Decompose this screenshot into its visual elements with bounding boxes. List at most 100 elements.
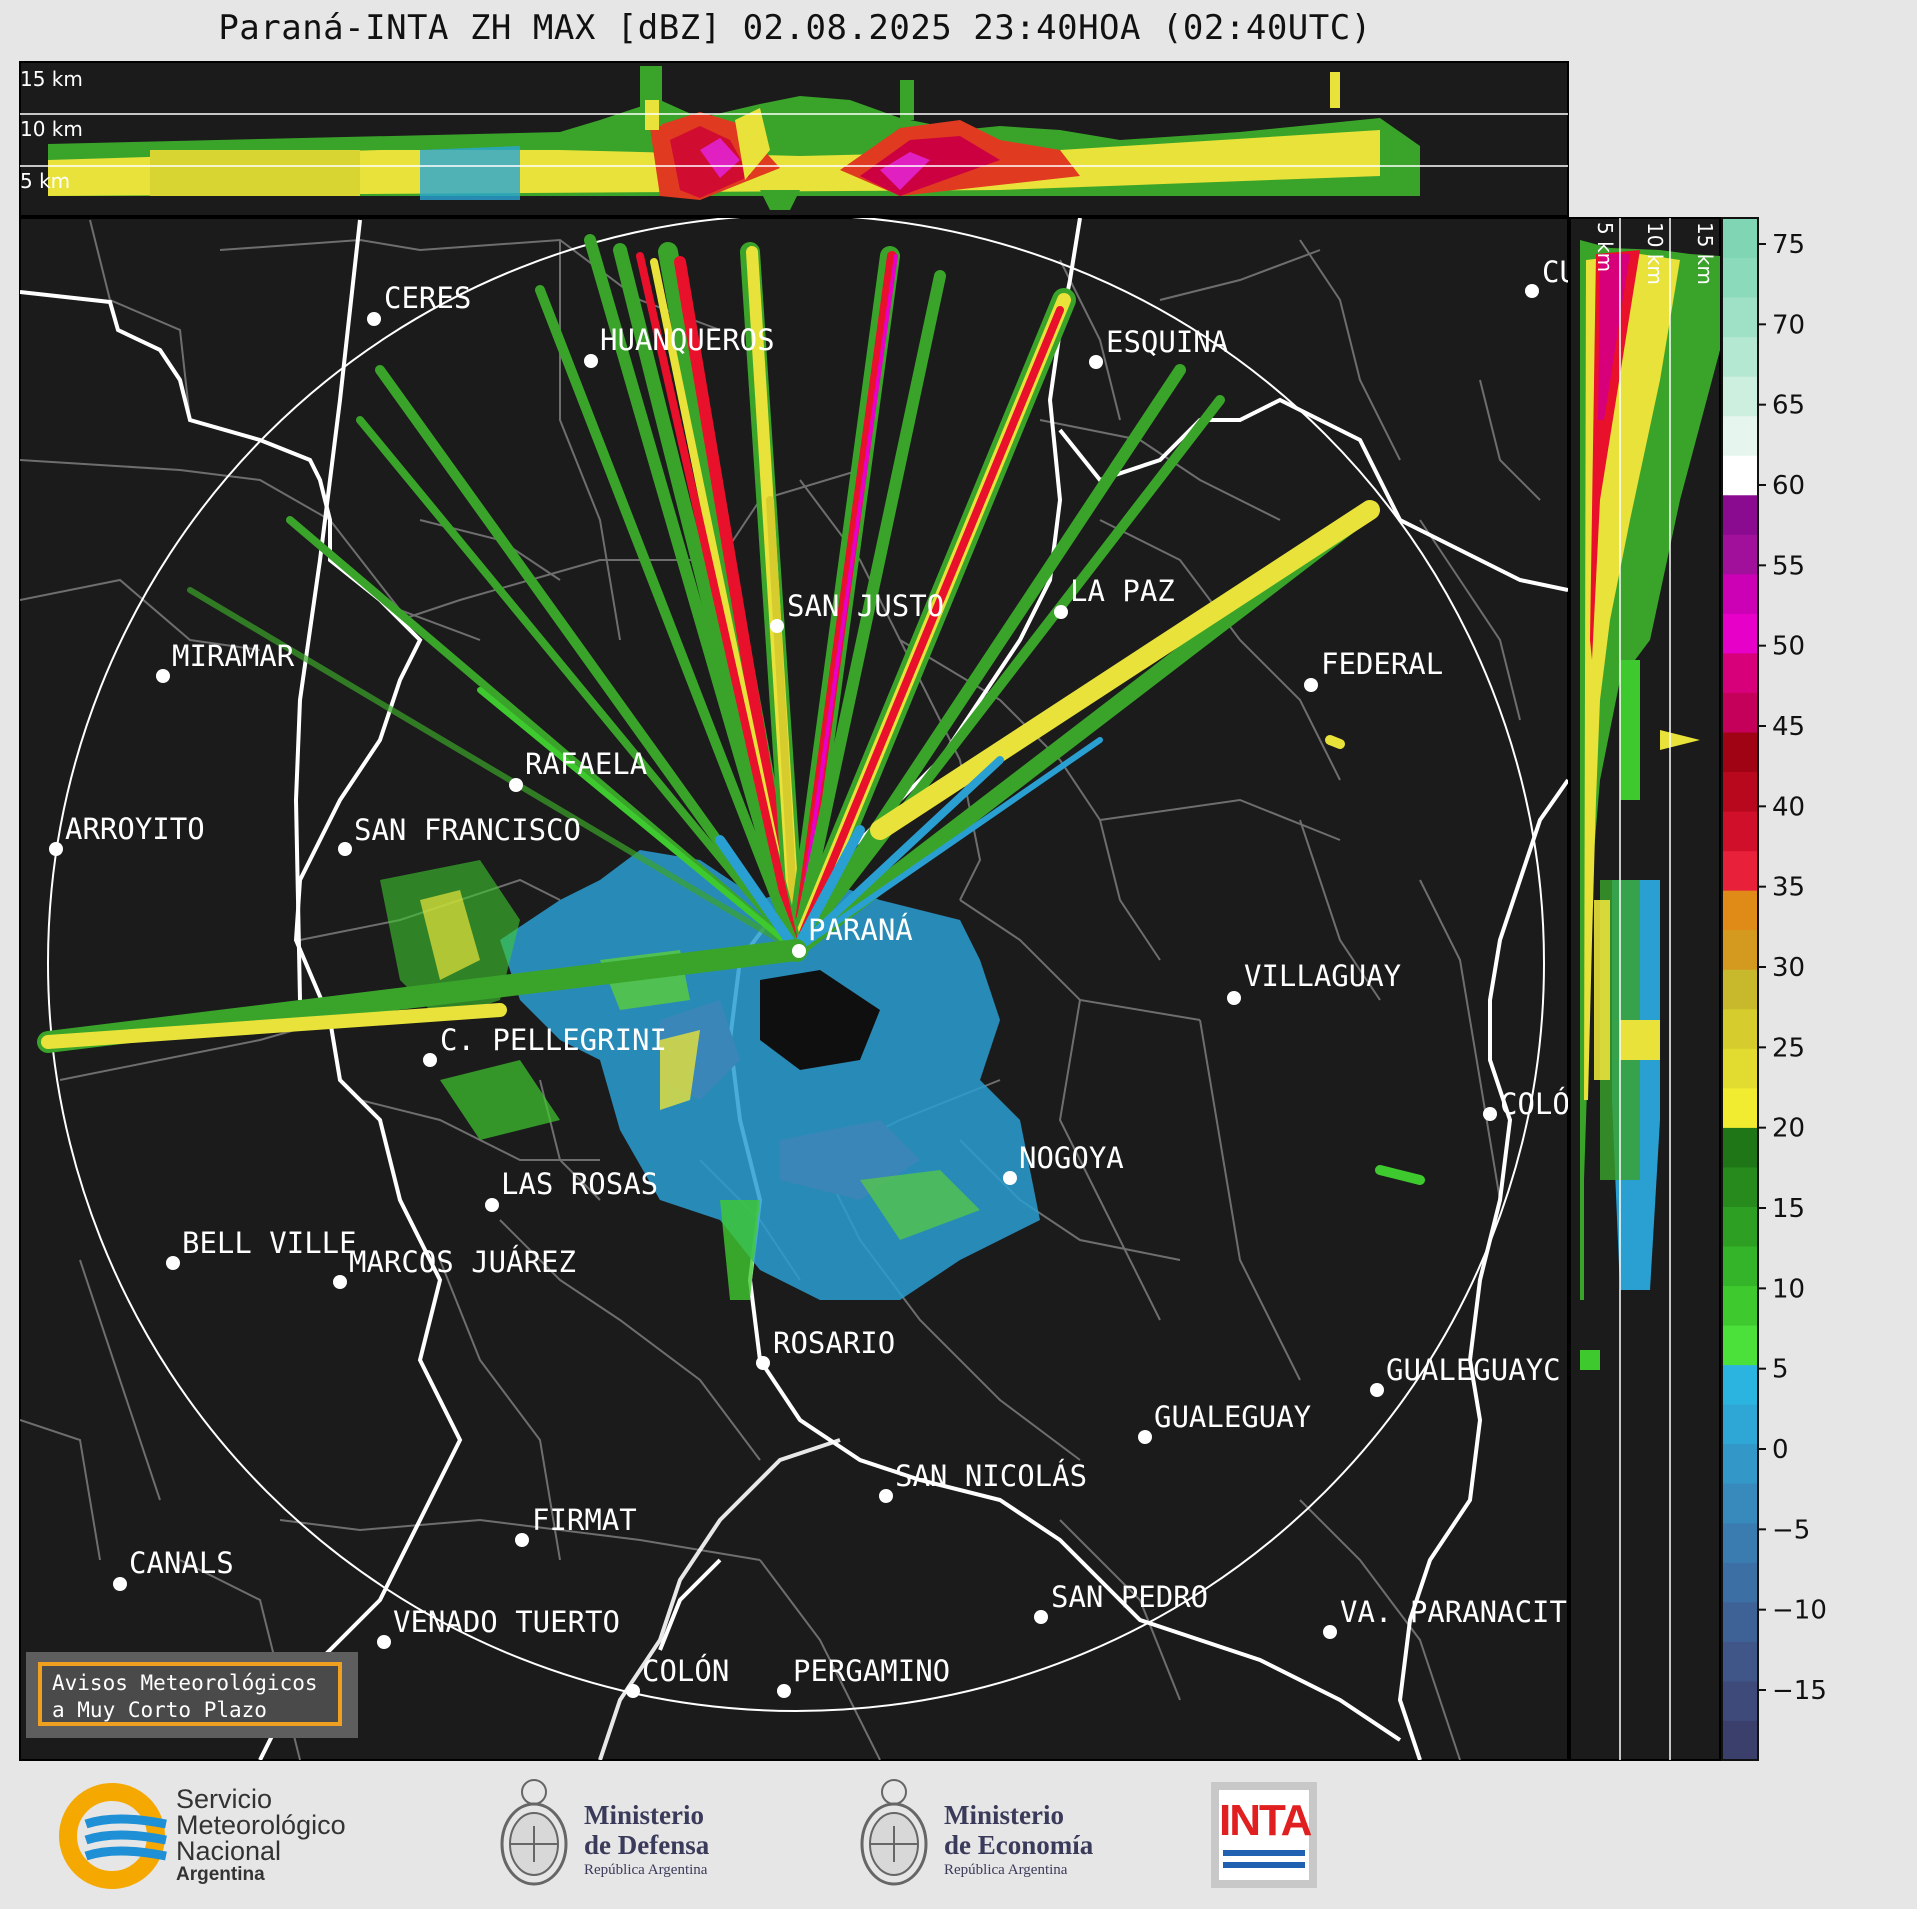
colorbar-segment [1722,1166,1758,1207]
city-colon: COLÓN [642,1654,729,1688]
colorbar-tick-label: 25 [1772,1033,1805,1063]
city-miramar: MIRAMAR [172,639,295,673]
colorbar-segment [1722,573,1758,614]
reflectivity-echoes [37,234,1425,1300]
colorbar-segment [1722,929,1758,970]
colorbar-segment [1722,494,1758,535]
city-colo: COLÓ [1500,1087,1570,1121]
colorbar-segment [1722,692,1758,733]
colorbar-segment [1722,1087,1758,1128]
side-cross-section-panel: 5 km 10 km 15 km [1569,217,1721,1761]
colorbar-segment [1722,1680,1758,1721]
colorbar-segment [1722,811,1758,852]
colorbar-segment [1722,1285,1758,1326]
colorbar-tick-label: 75 [1772,230,1805,260]
smn-line-4: Argentina [176,1864,265,1885]
colorbar-segment [1722,218,1758,259]
city-parana: PARANÁ [808,913,913,947]
colorbar-segment [1722,613,1758,654]
radar-map-panel: CERES HUANQUEROS ESQUINA CU SAN JUSTO LA… [19,217,1577,1761]
notice-line-1: Avisos Meteorológicos [52,1671,318,1695]
colorbar-tick-label: 30 [1772,953,1805,983]
city-nogoya: NOGOYA [1019,1141,1124,1175]
colorbar-tick-label: 0 [1772,1435,1789,1465]
economia-line-3: República Argentina [944,1862,1068,1878]
side-panel-label-5km: 5 km [1593,222,1617,272]
colorbar-segment [1722,1008,1758,1049]
city-las-rosas: LAS ROSAS [501,1167,658,1201]
colorbar-tick-label: 35 [1772,873,1805,903]
colorbar-segment [1722,732,1758,773]
colorbar-tick-label: 10 [1772,1274,1805,1304]
notice-box: Avisos Meteorológicos a Muy Corto Plazo [38,1662,342,1726]
logo-defensa: Ministerio de Defensa República Argentin… [494,1772,754,1896]
colorbar-segment [1722,534,1758,575]
colorbar-segment [1722,1206,1758,1247]
colorbar-segment [1722,1601,1758,1642]
colorbar-segment [1722,652,1758,693]
colorbar-segment [1722,1404,1758,1445]
colorbar-segments [1722,218,1758,1761]
colorbar-segment [1722,850,1758,891]
colorbar-tick-label: −10 [1772,1596,1827,1626]
colorbar-segment [1722,969,1758,1010]
economia-line-2: de Economía [944,1830,1094,1860]
city-bell-ville: BELL VILLE [182,1226,357,1260]
page-title: Paraná-INTA ZH MAX [dBZ] 02.08.2025 23:4… [218,8,1372,48]
colorbar-tick-label: −15 [1772,1676,1827,1706]
colorbar-tick-label: 70 [1772,310,1805,340]
colorbar-segment [1722,376,1758,417]
colorbar-segment [1722,415,1758,456]
argentina-coat-of-arms-icon [860,1779,928,1886]
defensa-line-3: República Argentina [584,1862,708,1878]
colorbar-segment [1722,297,1758,338]
range-ring [47,218,1545,1712]
city-venado-tuerto: VENADO TUERTO [393,1605,620,1639]
colorbar-segment [1722,1048,1758,1089]
city-labels: CERES HUANQUEROS ESQUINA CU SAN JUSTO LA… [49,255,1577,1698]
colorbar-segment [1722,1562,1758,1603]
city-gualeguay: GUALEGUAY [1154,1400,1311,1434]
colorbar-segment [1722,771,1758,812]
city-rafaela: RAFAELA [525,747,647,781]
colorbar-tick-label: −5 [1772,1515,1810,1545]
notice-line-2: a Muy Corto Plazo [52,1698,267,1722]
inta-text: INTA [1219,1796,1312,1845]
city-san-pedro: SAN PEDRO [1051,1580,1208,1614]
colorbar-segment [1722,890,1758,931]
city-cu: CU [1542,255,1577,289]
colorbar-segment [1722,336,1758,377]
top-cross-section-panel: 15 km 10 km 5 km [19,61,1569,217]
side-panel-label-15km: 15 km [1693,222,1717,285]
top-panel-label-10km: 10 km [20,117,83,141]
colorbar-segment [1722,1443,1758,1484]
colorbar-segment [1722,455,1758,496]
city-c-pellegrini: C. PELLEGRINI [440,1023,667,1057]
city-san-francisco: SAN FRANCISCO [354,813,581,847]
city-rosario: ROSARIO [773,1326,895,1360]
colorbar-segment [1722,257,1758,298]
colorbar-segment [1722,1246,1758,1287]
logo-smn: Servicio Meteorológico Nacional Argentin… [56,1780,396,1890]
city-federal: FEDERAL [1321,647,1443,681]
city-san-justo: SAN JUSTO [787,589,944,623]
colorbar-tick-label: 20 [1772,1114,1805,1144]
colorbar-segment [1722,1522,1758,1563]
smn-line-3: Nacional [176,1836,282,1866]
city-ceres: CERES [384,281,471,315]
city-esquina: ESQUINA [1106,325,1228,359]
side-panel-label-10km: 10 km [1643,222,1667,285]
colorbar-tick-label: 50 [1772,632,1805,662]
city-va-paranacit: VA. PARANACIT [1340,1595,1567,1629]
colorbar-tick-label: 55 [1772,551,1805,581]
colorbar-tick-label: 40 [1772,792,1805,822]
city-villaguay: VILLAGUAY [1244,959,1401,993]
top-panel-label-5km: 5 km [20,169,70,193]
smn-emblem-icon [59,1783,167,1889]
argentina-coat-of-arms-icon [500,1779,568,1886]
colorbar-tick-label: 60 [1772,471,1805,501]
colorbar-tick-label: 15 [1772,1194,1805,1224]
smn-line-1: Servicio [176,1784,273,1814]
